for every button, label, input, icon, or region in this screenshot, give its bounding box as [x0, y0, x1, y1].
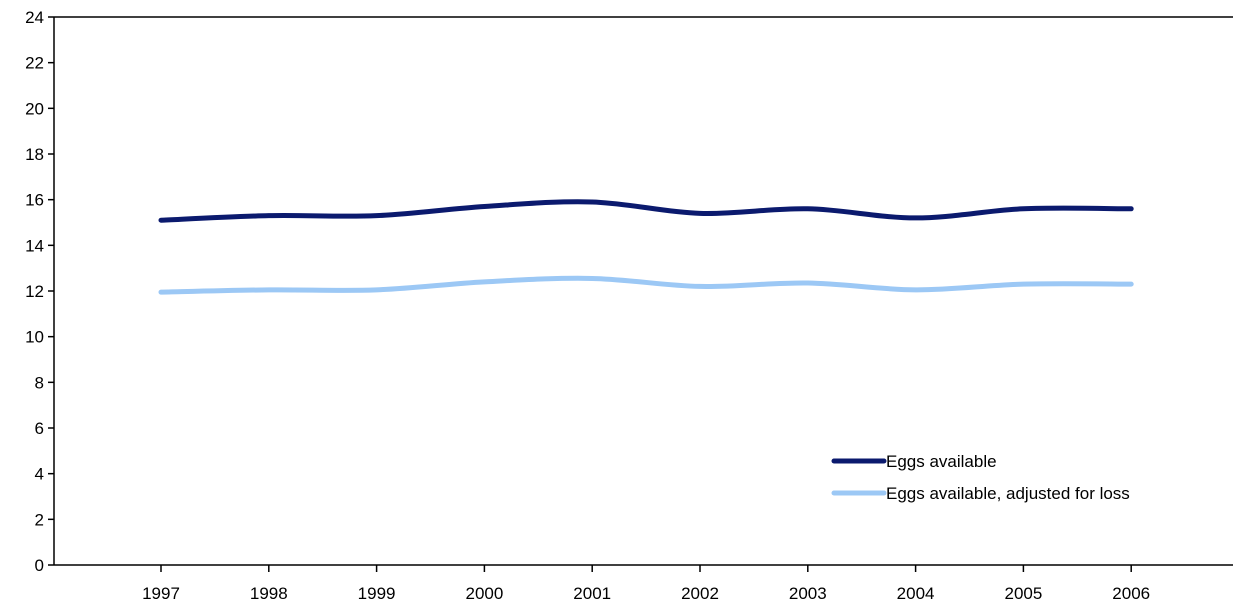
- x-tick-label: 1999: [358, 584, 396, 603]
- x-tick-label: 2004: [897, 584, 935, 603]
- x-tick-label: 2000: [465, 584, 503, 603]
- x-tick-label: 2003: [789, 584, 827, 603]
- x-tick-label: 2006: [1112, 584, 1150, 603]
- x-tick-label: 1998: [250, 584, 288, 603]
- x-tick-label: 2001: [573, 584, 611, 603]
- y-tick-label: 10: [25, 328, 44, 347]
- series-line-1: [158, 199, 1134, 223]
- series-line-2: [158, 275, 1134, 295]
- y-tick-label: 14: [25, 236, 44, 255]
- y-tick-label: 12: [25, 282, 44, 301]
- legend: Eggs available Eggs available, adjusted f…: [831, 452, 1130, 503]
- x-tick-label: 1997: [142, 584, 180, 603]
- y-tick-label: 22: [25, 54, 44, 73]
- y-tick-label: 16: [25, 191, 44, 210]
- legend-label: Eggs available: [886, 452, 997, 471]
- y-tick-label: 0: [35, 556, 44, 575]
- y-tick-label: 8: [35, 373, 44, 392]
- y-tick-label: 2: [35, 510, 44, 529]
- x-tick-label: 2002: [681, 584, 719, 603]
- y-tick-label: 18: [25, 145, 44, 164]
- y-tick-label: 20: [25, 99, 44, 118]
- x-tick-label: 2005: [1004, 584, 1042, 603]
- y-tick-label: 4: [35, 465, 44, 484]
- x-axis-ticks: 1997 1998 1999 2000 2001 2002 2003 2004 2005 2006: [142, 565, 1150, 603]
- y-tick-label: 24: [25, 8, 44, 27]
- y-tick-label: 6: [35, 419, 44, 438]
- legend-label: Eggs available, adjusted for loss: [886, 484, 1130, 503]
- series-lines: [158, 199, 1134, 295]
